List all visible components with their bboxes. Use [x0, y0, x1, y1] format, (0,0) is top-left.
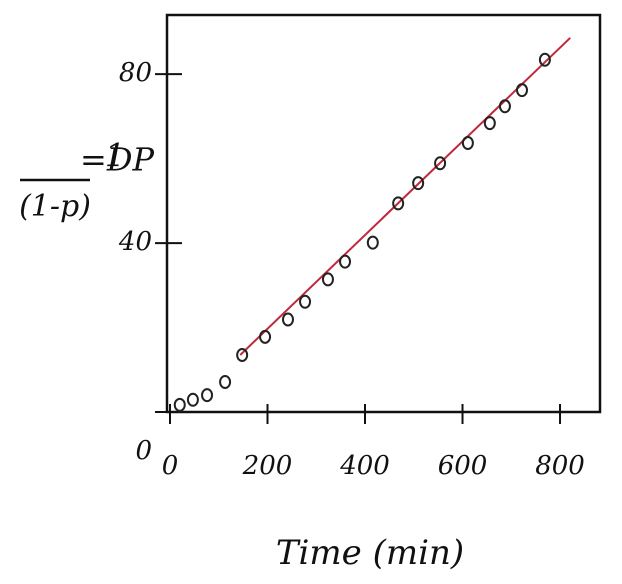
x-tick-label: 400 — [339, 451, 390, 481]
data-point — [201, 388, 214, 403]
data-point — [392, 196, 405, 211]
data-point — [366, 235, 379, 250]
x-tick-label: 0 — [162, 451, 179, 481]
y-label-numerator: 1 — [105, 137, 125, 175]
y-label-denominator: (1-p) — [19, 189, 91, 224]
data-point — [483, 116, 496, 131]
data-point — [281, 312, 294, 327]
y-label-suffix: =DP — [80, 141, 154, 179]
x-tick-label: 600 — [438, 451, 488, 481]
data-point — [299, 294, 312, 309]
fit-line — [239, 37, 571, 356]
y-tick-label: 80 — [119, 58, 152, 88]
x-tick-label: 800 — [535, 451, 585, 481]
y-tick-label: 40 — [118, 227, 152, 257]
x-label: Time (min) — [276, 533, 464, 573]
data-point — [515, 83, 528, 98]
data-point — [186, 392, 199, 407]
data-point — [236, 347, 249, 362]
data-point — [461, 135, 474, 150]
data-point — [434, 156, 447, 171]
data-point — [412, 176, 425, 191]
data-point — [498, 99, 511, 114]
plot-frame — [165, 13, 602, 414]
data-point — [538, 52, 551, 67]
data-point — [219, 375, 232, 390]
data-point — [259, 329, 272, 344]
data-point — [339, 254, 352, 269]
data-point — [173, 397, 186, 412]
x-tick-label: 200 — [242, 451, 293, 481]
data-point — [321, 272, 334, 287]
y-tick-label: 0 — [135, 436, 152, 466]
